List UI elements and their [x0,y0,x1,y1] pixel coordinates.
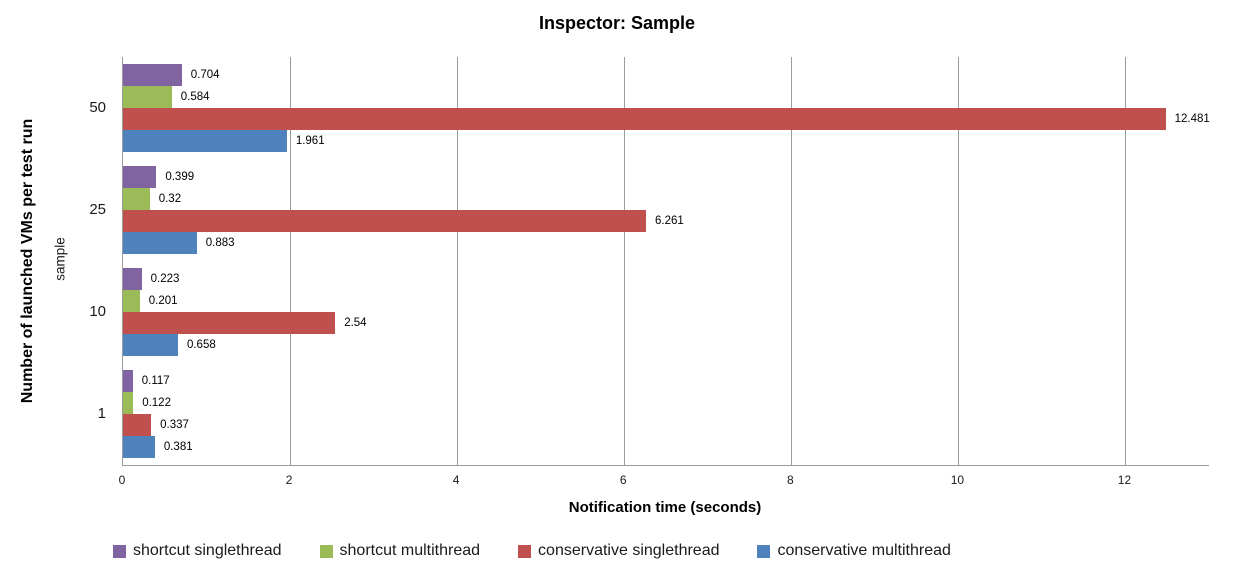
data-label: 0.32 [158,193,182,205]
bar [123,108,1166,130]
category-label: 50 [89,99,106,116]
bar [123,232,197,254]
data-label: 0.704 [190,69,220,81]
gridline [290,57,292,465]
x-tick-label: 10 [950,473,965,487]
x-tick-label: 8 [786,473,794,487]
legend-item: conservative singlethread [518,542,719,560]
bar [123,414,152,436]
data-label: 0.223 [150,273,180,285]
x-tick-label: 12 [1117,473,1132,487]
data-label: 1.961 [295,135,325,147]
bar [123,210,647,232]
gridline [1125,57,1127,465]
bar [123,436,155,458]
legend-item: shortcut singlethread [113,542,282,560]
data-label: 0.117 [141,375,170,387]
gridline [624,57,626,465]
category-label: 1 [97,405,106,422]
legend-label: conservative singlethread [538,542,720,559]
bar [123,334,178,356]
data-label: 0.201 [148,295,178,307]
data-label: 6.261 [655,215,684,227]
x-tick-label: 6 [619,473,627,487]
data-label: 0.399 [165,171,195,183]
legend-swatch [757,544,771,558]
legend-swatch [319,544,333,558]
gridline [958,57,960,465]
bar [123,392,134,414]
legend-swatch [518,544,532,558]
plot-area: 0.704 0.584 12.481 1.961 0.399 0.32 6.261 0.883… [122,57,1210,466]
x-tick-label: 4 [452,473,460,487]
y-axis-subtitle: sample [52,237,68,281]
category-label: 10 [89,303,106,320]
data-label: 0.883 [205,237,235,249]
bar [123,130,287,152]
data-label: 0.337 [160,419,189,431]
gridline [791,57,793,465]
bar [123,370,133,392]
gridline [457,57,459,465]
bar [123,166,157,188]
legend-label: conservative multithread [777,542,951,559]
data-label: 0.584 [180,91,210,103]
bar [123,64,182,86]
legend-item: shortcut multithread [319,542,481,560]
data-label: 0.658 [186,339,216,351]
y-axis-title: Number of launched VMs per test run [19,118,36,404]
category-label: 25 [89,201,106,218]
legend: shortcut singlethread shortcut multithrea… [113,538,1214,564]
data-label: 12.481 [1174,113,1210,125]
chart-title: Inspector: Sample [538,13,696,33]
legend-swatch [113,544,126,558]
x-tick-label: 2 [285,473,293,487]
bar [123,86,172,108]
bar [123,312,336,334]
data-label: 0.381 [163,441,193,453]
legend-label: shortcut singlethread [133,542,282,559]
bar [123,268,142,290]
data-label: 0.122 [142,397,171,409]
x-tick-label: 0 [118,473,126,487]
legend-item: conservative multithread [757,542,951,560]
legend-label: shortcut multithread [339,542,481,559]
bar [123,290,140,312]
data-label: 2.54 [344,317,367,329]
bar [123,188,150,210]
x-axis-title: Notification time (seconds) [568,499,762,516]
